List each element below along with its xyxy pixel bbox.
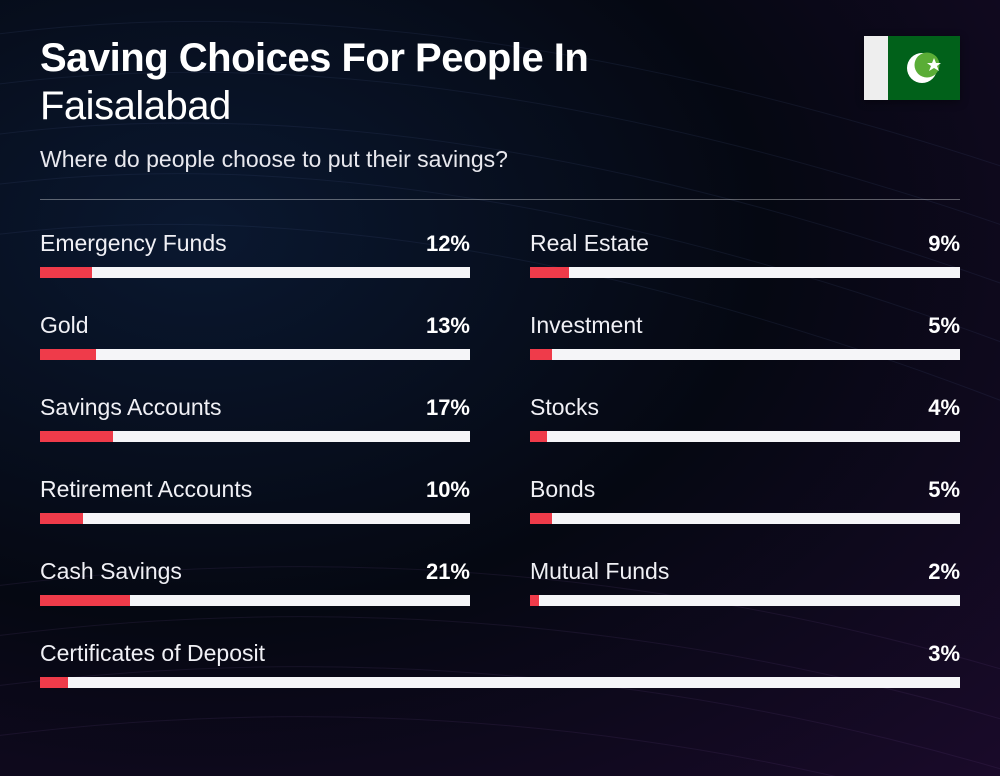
bar-item-value: 5% [928,313,960,339]
bar-item-header: Mutual Funds 2% [530,558,960,585]
bar-item-value: 17% [426,395,470,421]
bar-item: Cash Savings 21% [40,558,470,606]
bar-item-value: 10% [426,477,470,503]
bar-fill [530,595,539,606]
title-line1: Saving Choices For People In [40,36,864,80]
bar-item-label: Bonds [530,476,595,503]
bar-fill [40,349,96,360]
bar-fill [530,431,547,442]
flag-white-stripe [864,36,888,100]
bar-item-header: Retirement Accounts 10% [40,476,470,503]
subtitle: Where do people choose to put their savi… [40,146,864,173]
bar-item-value: 3% [928,641,960,667]
bar-track [530,513,960,524]
bar-track [530,431,960,442]
header-divider [40,199,960,200]
bar-fill [40,513,83,524]
bar-fill [40,677,68,688]
bar-item-label: Real Estate [530,230,649,257]
bar-fill [40,431,113,442]
bar-item-label: Certificates of Deposit [40,640,265,667]
bar-item-label: Savings Accounts [40,394,222,421]
crescent-star-icon [899,43,949,93]
bars-grid: Emergency Funds 12% Real Estate 9% Gold 13% In… [40,230,960,688]
bar-item: Savings Accounts 17% [40,394,470,442]
bar-fill [530,513,552,524]
bar-item-header: Investment 5% [530,312,960,339]
bar-item-header: Emergency Funds 12% [40,230,470,257]
bar-item-value: 5% [928,477,960,503]
bar-item-label: Retirement Accounts [40,476,252,503]
bar-item-label: Gold [40,312,89,339]
bar-item-value: 2% [928,559,960,585]
bar-track [530,267,960,278]
bar-track [40,267,470,278]
bar-item-label: Emergency Funds [40,230,227,257]
bar-track [40,677,960,688]
bar-item: Certificates of Deposit 3% [40,640,960,688]
bar-track [40,513,470,524]
bar-track [40,349,470,360]
bar-item-label: Investment [530,312,643,339]
bar-item-header: Savings Accounts 17% [40,394,470,421]
bar-item-header: Gold 13% [40,312,470,339]
title-line2: Faisalabad [40,82,864,130]
bar-item: Mutual Funds 2% [530,558,960,606]
bar-track [530,349,960,360]
content-container: Saving Choices For People In Faisalabad … [0,0,1000,724]
bar-item: Real Estate 9% [530,230,960,278]
bar-item-label: Stocks [530,394,599,421]
bar-track [530,595,960,606]
bar-item-label: Mutual Funds [530,558,669,585]
flag-green-field [888,36,960,100]
bar-fill [530,267,569,278]
bar-item-value: 9% [928,231,960,257]
bar-item-header: Bonds 5% [530,476,960,503]
bar-fill [530,349,552,360]
bar-item-header: Stocks 4% [530,394,960,421]
bar-item: Investment 5% [530,312,960,360]
flag-pakistan-icon [864,36,960,100]
bar-track [40,595,470,606]
bar-item-value: 21% [426,559,470,585]
bar-item-value: 12% [426,231,470,257]
bar-item: Bonds 5% [530,476,960,524]
header: Saving Choices For People In Faisalabad … [40,36,960,173]
bar-item: Gold 13% [40,312,470,360]
title-block: Saving Choices For People In Faisalabad … [40,36,864,173]
bar-item-value: 13% [426,313,470,339]
bar-item-label: Cash Savings [40,558,182,585]
bar-track [40,431,470,442]
bar-fill [40,267,92,278]
bar-item-header: Certificates of Deposit 3% [40,640,960,667]
bar-fill [40,595,130,606]
bar-item-header: Real Estate 9% [530,230,960,257]
bar-item-header: Cash Savings 21% [40,558,470,585]
bar-item: Stocks 4% [530,394,960,442]
bar-item: Emergency Funds 12% [40,230,470,278]
bar-item-value: 4% [928,395,960,421]
bar-item: Retirement Accounts 10% [40,476,470,524]
